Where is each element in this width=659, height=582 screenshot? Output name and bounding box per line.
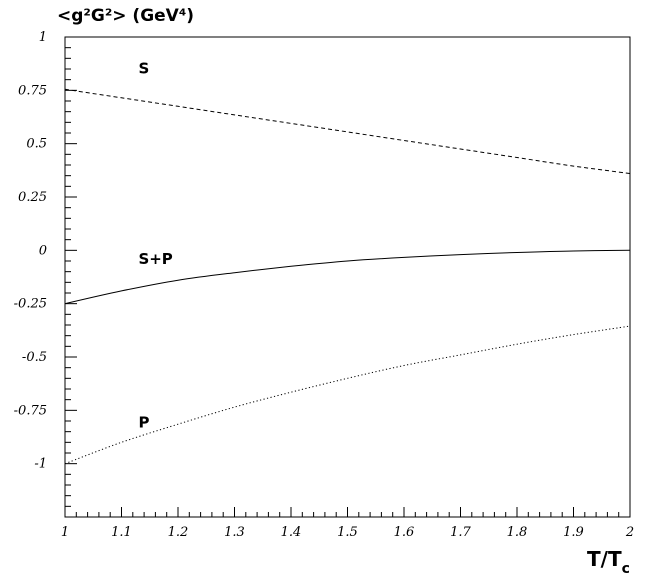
y-tick-label: -1: [34, 457, 47, 472]
series-label: S+P: [138, 250, 172, 268]
y-tick-label: -0.25: [14, 297, 47, 312]
y-tick-label: -0.75: [14, 403, 47, 418]
x-axis: 1 1.1 1.2 1.3 1.4 1.5 1.6 1.7 1.8 1.9 2: [61, 507, 634, 540]
y-tick-label: 0: [39, 243, 47, 258]
series-labels: S S+P P: [138, 59, 172, 431]
series-label: P: [138, 413, 149, 431]
x-tick-label: 1.3: [224, 525, 245, 540]
x-axis-label-subscript: c: [622, 561, 630, 577]
y-axis: 1 0.75 0.5 0.25 0 -0.25 -0.5 -0.75 -1: [14, 30, 77, 518]
series-line-dotted: [64, 325, 631, 465]
x-axis-label-main: T/T: [587, 547, 622, 571]
series-lines: [64, 88, 631, 465]
x-tick-label: 1.2: [168, 525, 189, 540]
x-tick-label: 1: [61, 525, 69, 540]
x-tick-label: 1.4: [281, 525, 302, 540]
x-tick-label: 1.8: [507, 525, 528, 540]
y-tick-label: 1: [39, 30, 47, 45]
x-tick-label: 1.5: [337, 525, 358, 540]
chart-title: <g²G²> (GeV⁴): [57, 6, 194, 26]
x-tick-label: 1.9: [563, 525, 584, 540]
y-tick-label: -0.5: [22, 350, 47, 365]
x-tick-label: 1.6: [394, 525, 415, 540]
series-line-solid: [64, 249, 631, 305]
y-tick-label: 0.5: [26, 137, 47, 152]
x-axis-label: T/Tc: [587, 547, 630, 577]
series-line-dashed: [64, 88, 631, 174]
x-tick-label: 1.7: [450, 525, 471, 540]
y-tick-label: 0.25: [18, 190, 47, 205]
x-tick-label: 2: [625, 525, 634, 540]
series-label: S: [138, 59, 149, 77]
plot-frame: [64, 36, 631, 518]
x-tick-label: 1.1: [111, 525, 132, 540]
y-tick-label: 0.75: [18, 83, 47, 98]
